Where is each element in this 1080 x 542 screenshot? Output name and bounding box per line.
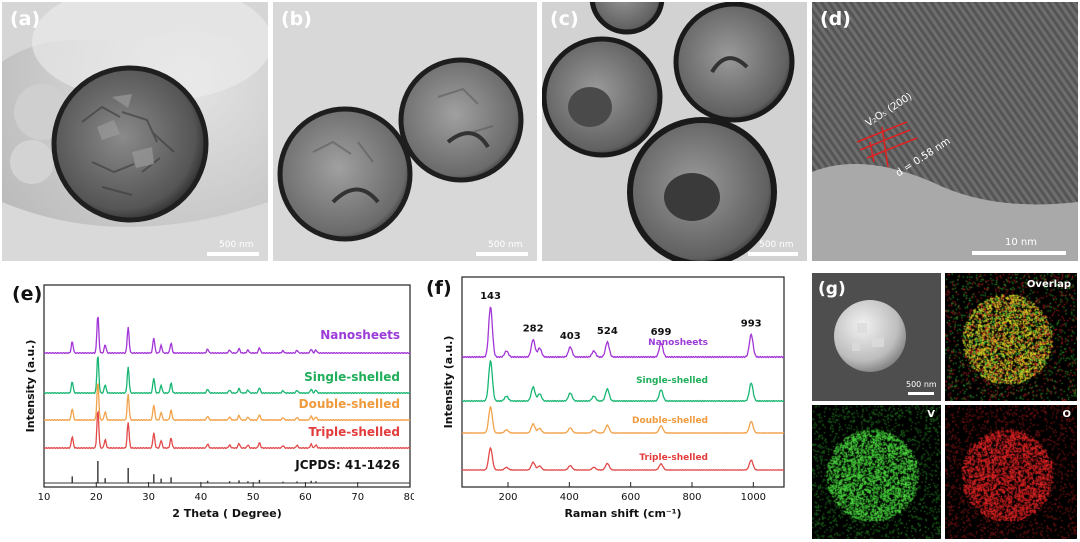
scale-bar-c xyxy=(748,252,798,256)
x-tick-label: 800 xyxy=(682,492,701,503)
series-label: Single-shelled xyxy=(636,376,708,386)
series-label: JCPDS: 41-1426 xyxy=(294,458,400,472)
xrd-panel-e: (e) 10 20 30 40 50 60 70 80 2 Theta ( Degree) Int… xyxy=(2,265,414,540)
scale-text-g: 500 nm xyxy=(906,380,937,389)
tem-panel-b: (b) 500 nm xyxy=(273,2,537,261)
raman-panel-f: (f) 200 400 600 800 1000 Raman shift (cm⁻¹) In… xyxy=(418,265,802,540)
x-tick-label: 50 xyxy=(247,492,260,503)
peak-annotation: 993 xyxy=(741,319,762,330)
series-line xyxy=(461,306,785,359)
tem-image-a xyxy=(2,2,268,261)
peak-annotation: 282 xyxy=(523,324,544,335)
x-tick-label: 10 xyxy=(38,492,51,503)
panel-label-f: (f) xyxy=(426,277,452,299)
sem-panel: (g) 500 nm xyxy=(812,273,941,401)
scale-text-b: 500 nm xyxy=(488,240,523,250)
sem-image xyxy=(812,273,941,401)
x-tick-label: 40 xyxy=(194,492,207,503)
tem-panel-a: (a) 500 nm xyxy=(2,2,268,261)
series-label: Single-shelled xyxy=(304,370,400,384)
scale-bar-d xyxy=(972,251,1066,255)
eds-o-map: O xyxy=(945,405,1077,539)
series-label: Double-shelled xyxy=(632,416,708,426)
scale-bar-b xyxy=(476,252,528,256)
eds-v-map: V xyxy=(812,405,941,539)
eds-overlap-label: Overlap xyxy=(1026,279,1071,290)
plot-frame xyxy=(461,276,785,488)
x-axis-label: Raman shift (cm⁻¹) xyxy=(564,507,681,520)
x-tick-label: 60 xyxy=(299,492,312,503)
eds-overlap-map: Overlap xyxy=(945,273,1077,401)
tem-panel-c: (c) 500 nm xyxy=(542,2,807,261)
x-axis-label: 2 Theta ( Degree) xyxy=(172,507,281,520)
series-line xyxy=(461,446,785,471)
hrtem-panel-d: (d) V₂O₅ (200) d = 0.58 nm 10 nm xyxy=(812,2,1078,261)
series-label: Nanosheets xyxy=(320,328,400,342)
peak-annotation: 524 xyxy=(597,326,618,337)
y-axis-label: Intensity (a.u.) xyxy=(24,340,37,433)
scale-bar-a xyxy=(207,252,259,256)
peak-annotation: 143 xyxy=(480,291,501,302)
scale-bar-g xyxy=(908,392,934,395)
series-label: Triple-shelled xyxy=(639,453,708,463)
series-line xyxy=(43,356,411,395)
peak-annotation: 403 xyxy=(560,331,581,342)
x-tick-label: 1000 xyxy=(741,492,766,503)
raman-chart: 200 400 600 800 1000 Raman shift (cm⁻¹) Intens… xyxy=(442,276,785,520)
scale-text-d: 10 nm xyxy=(1005,237,1037,248)
xrd-chart: 10 20 30 40 50 60 70 80 2 Theta ( Degree) Intensi… xyxy=(24,284,414,520)
series-line xyxy=(43,410,411,450)
x-tick-label: 400 xyxy=(560,492,579,503)
panel-label-a: (a) xyxy=(10,8,41,30)
panel-label-g: (g) xyxy=(818,279,846,299)
series-line xyxy=(461,359,785,403)
eds-v-label: V xyxy=(927,409,935,420)
tem-image-b xyxy=(273,2,537,261)
x-tick-label: 20 xyxy=(90,492,103,503)
peak-annotation: 699 xyxy=(651,327,672,338)
panel-label-b: (b) xyxy=(281,8,312,30)
plot-frame xyxy=(43,284,411,488)
panel-label-e: (e) xyxy=(12,283,43,305)
series-label: Double-shelled xyxy=(299,397,400,411)
series-line xyxy=(43,383,411,422)
x-tick-label: 70 xyxy=(351,492,364,503)
y-axis-label: Intensity (a.u.) xyxy=(442,336,455,429)
series-label: Nanosheets xyxy=(648,338,708,348)
scale-text-c: 500 nm xyxy=(759,240,794,250)
panel-label-c: (c) xyxy=(550,8,579,30)
scale-text-a: 500 nm xyxy=(219,240,254,250)
x-tick-label: 200 xyxy=(498,492,517,503)
hrtem-image-d xyxy=(812,2,1078,261)
panel-label-d: (d) xyxy=(820,8,851,30)
series-line xyxy=(461,405,785,435)
x-tick-label: 80 xyxy=(404,492,414,503)
series-line xyxy=(43,316,411,355)
x-tick-label: 600 xyxy=(621,492,640,503)
series-label: Triple-shelled xyxy=(309,425,401,439)
tem-image-c xyxy=(542,2,807,261)
eds-o-label: O xyxy=(1062,409,1071,420)
x-tick-label: 30 xyxy=(142,492,155,503)
